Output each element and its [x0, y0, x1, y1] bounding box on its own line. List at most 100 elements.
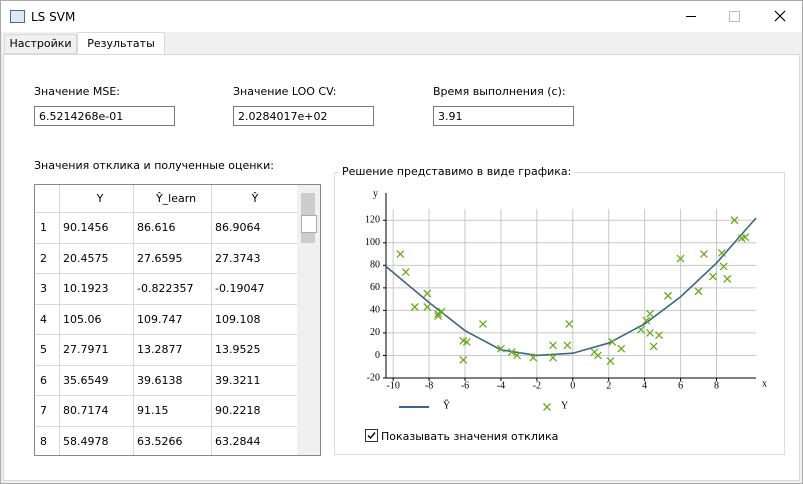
data-point — [730, 216, 739, 225]
table-cell: 27.3743 — [215, 251, 261, 265]
title-bar — [1, 1, 802, 32]
data-point — [549, 353, 557, 362]
data-point — [649, 342, 658, 351]
column-divider — [211, 185, 212, 455]
row-number: 2 — [40, 251, 47, 265]
data-point — [723, 274, 732, 283]
data-point — [593, 351, 602, 360]
data-point — [676, 254, 685, 263]
legend-label: Y — [561, 400, 568, 411]
table-caption: Значения отклика и полученные оценки: — [34, 159, 274, 172]
y-tick-label: 80 — [370, 260, 380, 271]
data-point — [642, 316, 651, 325]
data-point — [608, 337, 617, 346]
row-number: 6 — [40, 373, 47, 387]
row-divider — [35, 334, 297, 335]
field-label: Время выполнения (с): — [433, 85, 566, 98]
y-tick-label: 40 — [370, 305, 380, 316]
data-point — [529, 353, 538, 362]
column-divider — [133, 185, 134, 455]
scrollbar[interactable] — [297, 185, 320, 455]
row-divider — [35, 364, 297, 366]
row-number: 7 — [40, 404, 47, 417]
column-header: Ŷ — [251, 192, 259, 205]
table-cell: 27.6595 — [137, 251, 183, 265]
checkbox-label[interactable]: Показывать значения отклика — [381, 430, 559, 443]
data-point — [565, 319, 574, 328]
table-cell: 13.2877 — [137, 343, 183, 356]
data-point — [708, 272, 717, 281]
data-point — [655, 331, 663, 340]
table-cell: 80.7174 — [63, 404, 109, 417]
data-point — [606, 357, 615, 366]
y-tick-label: -20 — [367, 372, 380, 383]
checkbox-check — [367, 432, 376, 440]
column-divider — [59, 185, 60, 455]
minimize-button[interactable] — [686, 16, 696, 17]
table-cell: 58.4978 — [63, 434, 109, 448]
y-axis-label: y — [373, 188, 378, 199]
table-cell: 27.7971 — [63, 343, 109, 356]
table-cell: 109.108 — [215, 312, 261, 326]
data-point — [563, 341, 572, 350]
field-value[interactable]: 2.0284017e+02 — [233, 106, 374, 126]
row-divider — [35, 273, 297, 274]
maximize-button[interactable] — [729, 11, 740, 22]
table-cell: 86.9064 — [215, 221, 261, 234]
table-cell: 90.1456 — [63, 221, 109, 234]
data-point — [496, 344, 505, 353]
data-point — [513, 351, 522, 360]
tab[interactable]: Настройки — [4, 34, 77, 54]
x-tick-label: 0 — [570, 380, 575, 391]
row-number: 1 — [40, 221, 47, 234]
field-value[interactable]: 6.5214268e-01 — [34, 106, 175, 126]
column-header: Ŷ_learn — [155, 192, 197, 205]
table-cell: 39.6138 — [137, 373, 183, 387]
row-number: 3 — [40, 282, 47, 295]
x-tick-label: -8 — [425, 380, 433, 391]
field-value[interactable]: 3.91 — [433, 106, 574, 126]
table-cell: 109.747 — [137, 312, 183, 326]
data-point — [423, 303, 432, 311]
row-divider — [35, 242, 297, 244]
table-cell: 63.2844 — [215, 434, 261, 448]
x-tick-label: 8 — [714, 380, 719, 391]
row-divider — [35, 425, 297, 427]
close-button[interactable] — [774, 10, 786, 22]
data-point — [719, 262, 728, 271]
data-point — [694, 287, 703, 296]
legend-label: Ŷ — [443, 399, 450, 411]
data-point — [459, 356, 468, 364]
scrollbar-thumb[interactable] — [301, 215, 317, 233]
group-title: Решение представимо в виде графика: — [339, 165, 575, 178]
header-row — [35, 185, 297, 213]
y-tick-label: 60 — [370, 282, 380, 293]
table-cell: 86.616 — [137, 221, 176, 234]
y-tick-label: 100 — [365, 237, 380, 248]
table-cell: 90.2218 — [215, 404, 261, 417]
data-point — [410, 303, 419, 311]
data-point — [646, 328, 654, 337]
app-icon — [10, 10, 25, 23]
data-point — [479, 319, 487, 328]
data-point — [699, 250, 708, 259]
data-point — [646, 309, 654, 318]
x-tick-label: -4 — [497, 380, 505, 391]
row-number: 5 — [40, 343, 47, 356]
table-cell: 105.06 — [63, 312, 102, 326]
x-tick-label: 4 — [642, 380, 647, 391]
checkbox[interactable] — [365, 429, 378, 442]
y-tick-label: 120 — [365, 215, 380, 226]
data-point — [423, 289, 432, 298]
tab-active[interactable]: Результаты — [77, 32, 165, 55]
table: Y Ŷ_learn Ŷ 1 90.1456 86.616 86.9064 2 20.4575 27… — [34, 184, 321, 456]
table-cell: 63.5266 — [137, 434, 183, 448]
x-tick-label: 2 — [606, 380, 611, 391]
x-axis-label: x — [762, 378, 767, 389]
row-divider — [35, 395, 297, 396]
table-cell: 20.4575 — [63, 251, 109, 265]
row-number: 4 — [40, 312, 47, 326]
data-point — [549, 341, 557, 350]
legend-swatch — [543, 403, 551, 411]
